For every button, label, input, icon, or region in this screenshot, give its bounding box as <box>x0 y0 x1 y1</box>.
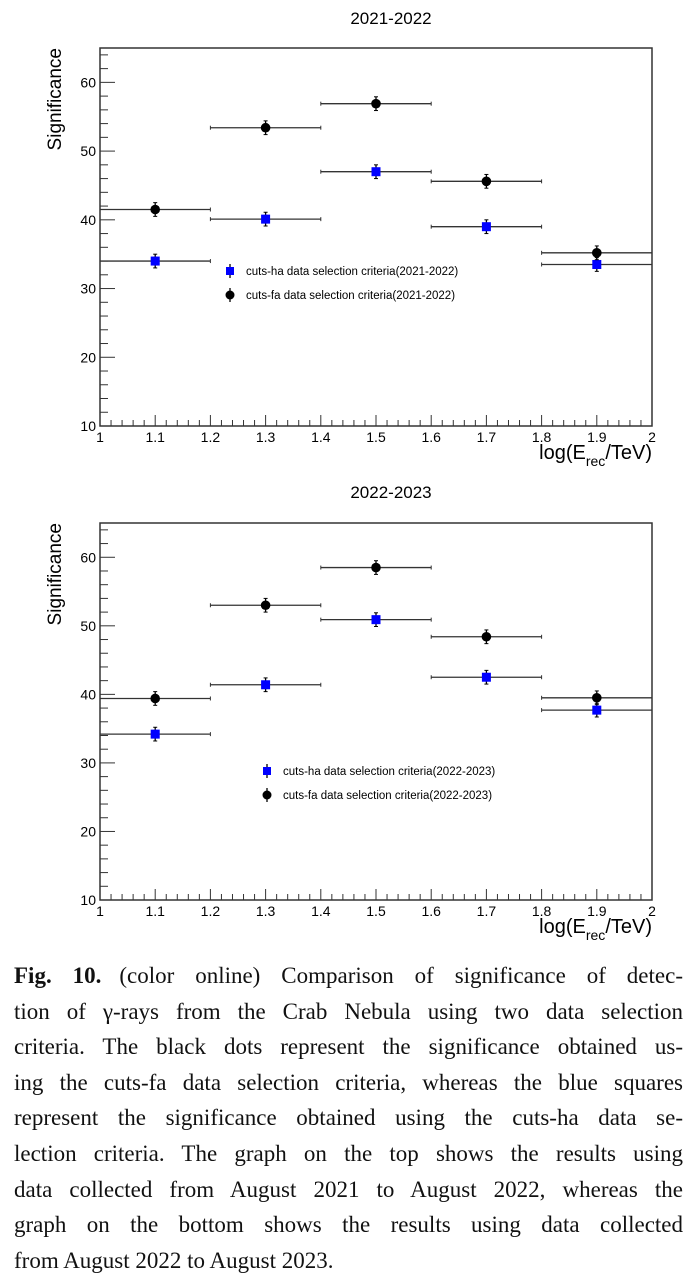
plot-frame <box>99 522 653 901</box>
y-tick-label: 50 <box>80 618 96 634</box>
x-axis-label-subscript: rec <box>586 453 605 469</box>
x-tick-label: 1.1 <box>145 429 165 445</box>
legend-marker-square <box>226 267 234 275</box>
data-point-square <box>261 680 271 690</box>
data-point-circle <box>592 692 602 703</box>
y-axis-label: Significance <box>45 523 66 625</box>
legend-marker-circle <box>225 290 235 300</box>
y-tick-label: 30 <box>80 755 96 771</box>
x-axis-label: log(Erec/TeV) <box>539 442 652 469</box>
x-axis-label-tail: /TeV) <box>605 442 652 464</box>
y-tick-label: 10 <box>80 892 96 908</box>
legend-label: cuts-fa data selection criteria(2021-202… <box>246 290 455 302</box>
x-tick-label: 1.4 <box>311 429 331 445</box>
data-point-circle <box>371 562 381 573</box>
data-point-circle <box>481 176 492 187</box>
chart-title: 2021-2022 <box>350 9 431 28</box>
y-tick-label: 40 <box>80 212 96 228</box>
series-circle <box>99 560 653 706</box>
legend-label: cuts-ha data selection criteria(2021-202… <box>246 266 458 278</box>
legend-marker-circle <box>262 790 272 800</box>
x-tick-label: 1.3 <box>256 903 276 919</box>
y-tick-label: 60 <box>80 549 96 565</box>
x-tick-label: 2 <box>648 429 656 445</box>
y-tick-label: 10 <box>80 418 96 434</box>
caption-line: tion of γ-rays from the Crab Nebula usin… <box>14 998 683 1024</box>
data-point-circle <box>260 122 271 133</box>
caption-line: from August 2022 to August 2023. <box>14 1247 334 1273</box>
figure-caption: Fig. 10. (color online) Comparison of sig… <box>14 958 683 1278</box>
data-point-square <box>592 259 602 269</box>
x-tick-label: 1.9 <box>587 903 607 919</box>
y-tick-label: 20 <box>80 823 96 839</box>
data-point-circle <box>481 631 492 642</box>
data-point-square <box>150 729 160 739</box>
x-tick-label: 1.7 <box>477 429 497 445</box>
x-tick-label: 1.3 <box>256 429 276 445</box>
x-axis-label: log(Erec/TeV) <box>539 916 652 943</box>
caption-line: ing the cuts-fa data selection criteria,… <box>14 1069 683 1095</box>
caption-line: criteria. The black dots represent the s… <box>14 1034 683 1060</box>
data-point-circle <box>260 600 271 611</box>
data-point-square <box>481 672 491 682</box>
data-point-circle <box>150 204 160 215</box>
x-axis-label-tail: /TeV) <box>605 916 652 938</box>
x-tick-label: 1.6 <box>421 903 441 919</box>
x-tick-label: 1.7 <box>477 903 497 919</box>
y-tick-label: 40 <box>80 686 96 702</box>
x-tick-label: 1.9 <box>587 429 607 445</box>
data-point-square <box>592 705 602 715</box>
x-tick-label: 1.5 <box>366 903 386 919</box>
caption-text: (color online) Comparison of significanc… <box>119 963 683 988</box>
data-point-circle <box>371 98 381 109</box>
caption-line: represent the significance obtained usin… <box>14 1105 683 1131</box>
figure-label: Fig. 10. <box>14 963 102 988</box>
data-point-circle <box>592 248 602 258</box>
data-point-square <box>261 214 271 224</box>
legend-label: cuts-ha data selection criteria(2022-202… <box>283 766 495 778</box>
data-point-square <box>481 222 491 232</box>
legend-marker-square <box>263 767 271 775</box>
x-tick-label: 1.4 <box>311 903 331 919</box>
caption-line: graph on the bottom shows the results us… <box>14 1212 683 1238</box>
caption-line: lection criteria. The graph on the top s… <box>14 1140 683 1166</box>
y-tick-label: 50 <box>80 143 96 159</box>
x-axis-label-main: log(E <box>539 916 586 938</box>
x-tick-label: 2 <box>648 903 656 919</box>
data-point-square <box>371 167 381 177</box>
y-tick-label: 30 <box>80 281 96 297</box>
caption-line: data collected from August 2021 to Augus… <box>14 1176 683 1202</box>
chart-panel-2022-2023: 2022-2023 1 1.1 1.2 1.3 1.4 1.5 1.6 1.7 1.8 1.9 2 10… <box>45 483 656 943</box>
x-axis-label-subscript: rec <box>586 927 605 943</box>
x-tick-label: 1.8 <box>532 903 552 919</box>
x-tick-label: 1.8 <box>532 429 552 445</box>
x-tick-label: 1.5 <box>366 429 386 445</box>
data-point-square <box>150 256 160 266</box>
y-tick-label: 60 <box>80 74 96 90</box>
y-tick-label: 20 <box>80 349 96 365</box>
x-tick-label: 1.6 <box>421 429 441 445</box>
x-tick-label: 1.2 <box>201 429 221 445</box>
y-axis-label: Significance <box>45 48 66 150</box>
legend-label: cuts-fa data selection criteria(2022-202… <box>283 790 492 802</box>
data-point-circle <box>150 693 160 704</box>
x-tick-label: 1.1 <box>145 903 165 919</box>
x-tick-label: 1 <box>96 903 104 919</box>
x-axis-label-main: log(E <box>539 442 586 464</box>
series-square <box>99 612 653 742</box>
chart-title: 2022-2023 <box>350 483 431 502</box>
figure: 2021-2022 1 1.1 1.2 1.3 1.4 1.5 1.6 1.7 1.8 1.9 2 10… <box>45 9 656 943</box>
x-tick-label: 1 <box>96 429 104 445</box>
series-circle <box>99 96 653 261</box>
caption-line: Fig. 10. (color online) Comparison of sig… <box>14 958 683 994</box>
data-point-square <box>371 615 381 625</box>
chart-panel-2021-2022: 2021-2022 1 1.1 1.2 1.3 1.4 1.5 1.6 1.7 1.8 1.9 2 10… <box>45 9 656 469</box>
series-square <box>99 164 653 272</box>
x-tick-label: 1.2 <box>201 903 221 919</box>
